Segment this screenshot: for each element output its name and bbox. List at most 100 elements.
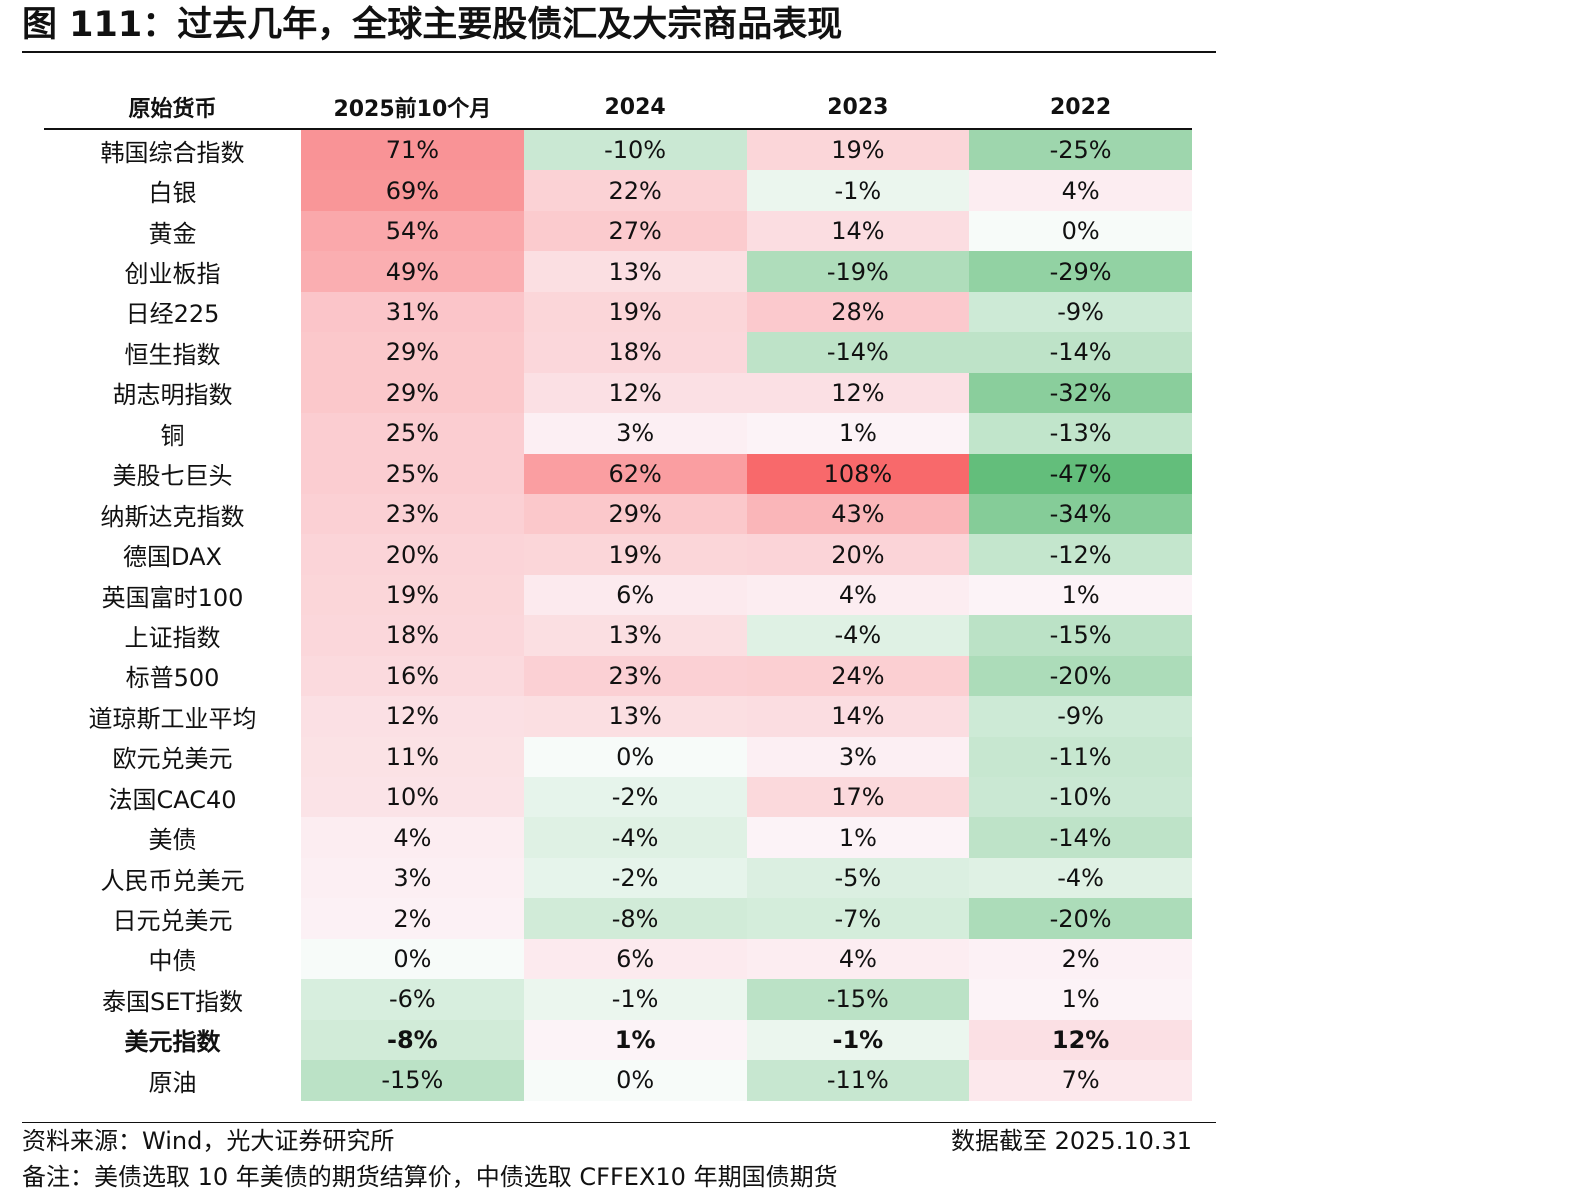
value-cell: 14% (746, 696, 970, 737)
row-label: 黄金 (148, 219, 197, 248)
table-row: 白银 69% 22% -1% 4% (44, 170, 1192, 211)
row-label: 泰国SET指数 (101, 987, 244, 1016)
value-cell: 1% (746, 413, 970, 454)
table-row: 德国DAX 20% 19% 20% -12% (44, 534, 1192, 575)
value-cell: 19% (301, 574, 524, 616)
value-cell: 3% (746, 736, 970, 777)
value-cell: 1% (523, 1019, 747, 1061)
table-row: 英国富时100 19% 6% 4% 1% (44, 574, 1192, 616)
value-cell: -15% (301, 1060, 524, 1101)
value-cell: -1% (746, 170, 970, 211)
row-label: 胡志明指数 (112, 381, 233, 410)
row-label: 美股七巨头 (112, 462, 233, 491)
value-cell: 25% (301, 453, 524, 494)
row-label: 纳斯达克指数 (100, 502, 245, 531)
value-cell: 27% (523, 210, 747, 252)
table-row: 中债 0% 6% 4% 2% (44, 938, 1192, 980)
remark-note: 备注：美债选取 10 年美债的期货结算价，中债选取 CFFEX10 年期国债期货 (22, 1163, 838, 1191)
row-label: 德国DAX (123, 543, 222, 572)
value-cell: -29% (969, 251, 1192, 292)
value-cell: -15% (746, 979, 970, 1020)
value-cell: -20% (969, 655, 1192, 697)
row-label: 道琼斯工业平均 (88, 704, 257, 733)
value-cell: -1% (746, 1019, 970, 1061)
row-label: 美元指数 (124, 1028, 221, 1057)
value-cell: -12% (969, 534, 1192, 575)
value-cell: -14% (746, 332, 970, 373)
value-cell: -11% (969, 736, 1192, 777)
value-cell: -25% (969, 130, 1192, 171)
value-cell: -47% (969, 453, 1192, 494)
figure-title: 图 111：过去几年，全球主要股债汇及大宗商品表现 (22, 5, 843, 45)
header-2022: 2022 (1050, 94, 1112, 120)
performance-table: 原始货币 2025前10个月 2024 2023 2022 韩国综合指数 71% -… (44, 86, 1192, 1101)
value-cell: 19% (523, 291, 747, 333)
header-2024: 2024 (604, 94, 666, 120)
value-cell: 0% (969, 210, 1192, 252)
value-cell: 2% (301, 898, 524, 939)
value-cell: 10% (301, 777, 524, 818)
header-currency: 原始货币 (128, 97, 217, 122)
value-cell: 19% (523, 534, 747, 575)
value-cell: 4% (301, 817, 524, 858)
value-cell: 17% (746, 777, 970, 818)
value-cell: 3% (301, 857, 524, 899)
value-cell: 6% (523, 574, 747, 616)
header-rule (44, 128, 1192, 130)
value-cell: 0% (523, 1060, 747, 1101)
row-label: 上证指数 (124, 623, 221, 652)
row-label: 恒生指数 (124, 340, 221, 369)
value-cell: 18% (523, 332, 747, 373)
value-cell: -4% (523, 817, 747, 858)
value-cell: -4% (969, 857, 1192, 899)
value-cell: 1% (969, 574, 1192, 616)
row-label: 人民币兑美元 (100, 866, 245, 895)
value-cell: -10% (523, 130, 747, 171)
value-cell: -2% (523, 777, 747, 818)
value-cell: 20% (746, 534, 970, 575)
row-label: 创业板指 (124, 260, 221, 289)
value-cell: 4% (746, 574, 970, 616)
value-cell: -13% (969, 413, 1192, 454)
value-cell: 14% (746, 210, 970, 252)
value-cell: 12% (969, 1019, 1192, 1061)
row-label: 欧元兑美元 (112, 745, 233, 774)
value-cell: 4% (746, 938, 970, 980)
value-cell: 12% (523, 372, 747, 414)
value-cell: 29% (301, 372, 524, 414)
table-row: 道琼斯工业平均 12% 13% 14% -9% (44, 696, 1192, 737)
value-cell: 71% (301, 130, 524, 171)
table-row: 美股七巨头 25% 62% 108% -47% (44, 453, 1192, 494)
table-row: 日经225 31% 19% 28% -9% (44, 291, 1192, 333)
row-label: 法国CAC40 (108, 785, 237, 814)
value-cell: -15% (969, 615, 1192, 656)
value-cell: 25% (301, 413, 524, 454)
row-label: 白银 (148, 179, 197, 208)
row-label: 韩国综合指数 (100, 138, 245, 167)
value-cell: 69% (301, 170, 524, 211)
table-row: 韩国综合指数 71% -10% 19% -25% (44, 130, 1192, 171)
value-cell: -20% (969, 898, 1192, 939)
table-row: 胡志明指数 29% 12% 12% -32% (44, 372, 1192, 414)
value-cell: -1% (523, 979, 747, 1020)
value-cell: 4% (969, 170, 1192, 211)
value-cell: 108% (746, 453, 970, 494)
value-cell: -9% (969, 696, 1192, 737)
value-cell: 0% (523, 736, 747, 777)
row-label: 原油 (148, 1068, 197, 1097)
value-cell: 29% (523, 493, 747, 535)
value-cell: 12% (301, 696, 524, 737)
table-row: 日元兑美元 2% -8% -7% -20% (44, 898, 1192, 939)
table-row: 创业板指 49% 13% -19% -29% (44, 251, 1192, 292)
value-cell: 6% (523, 938, 747, 980)
value-cell: 24% (746, 655, 970, 697)
footer-rule (22, 1122, 1216, 1123)
value-cell: 23% (301, 493, 524, 535)
value-cell: -6% (301, 979, 524, 1020)
table-row: 美债 4% -4% 1% -14% (44, 817, 1192, 858)
value-cell: 13% (523, 251, 747, 292)
title-rule (22, 51, 1216, 53)
row-label: 标普500 (125, 664, 220, 693)
value-cell: 28% (746, 291, 970, 333)
table-row: 欧元兑美元 11% 0% 3% -11% (44, 736, 1192, 777)
